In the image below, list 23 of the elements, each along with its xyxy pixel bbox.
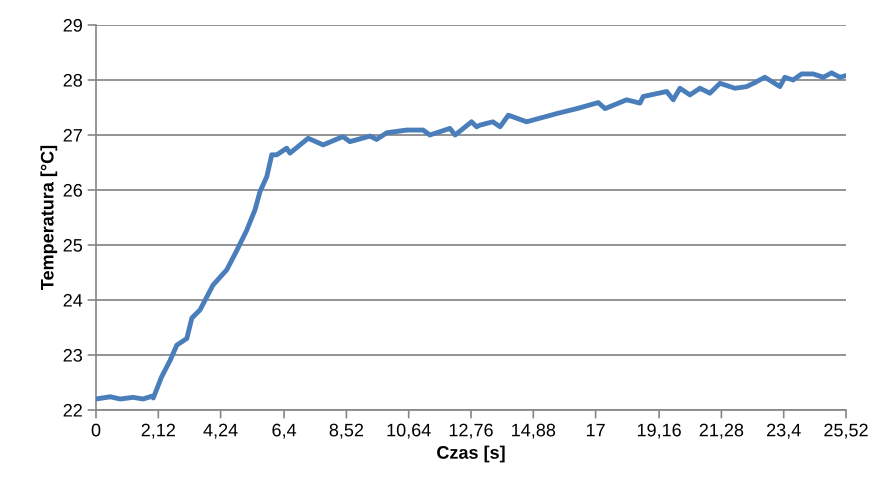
y-tick-label: 27 [64,128,82,142]
y-tick-label: 26 [64,184,82,197]
x-tick-label: 19,16 [638,424,681,439]
x-tick-label: 6,4 [272,424,296,439]
y-tick-label: 25 [64,238,82,252]
x-tick-label: 0 [92,424,100,436]
x-tick-label: 23,4 [767,424,801,439]
x-tick-label: 17 [586,424,605,436]
x-tick-label: 14,88 [512,424,556,439]
y-tick-label: 29 [64,18,82,32]
y-tick-label: 24 [64,294,82,307]
x-tick-label: 8,52 [330,424,364,439]
x-tick-label: 21,28 [700,424,744,439]
x-tick-label: 25,52 [824,424,868,439]
x-axis-title: Czas [s] [437,446,505,462]
y-tick-label: 28 [64,74,82,87]
y-tick-label: 23 [64,348,82,362]
y-axis-title: Temperatura [°C] [40,146,58,290]
x-tick-label: 2,12 [142,424,175,439]
y-tick-label: 22 [64,404,82,417]
x-tick-label: 4,24 [203,424,238,439]
x-tick-label: 12,76 [450,424,493,439]
x-tick-label: 10,64 [387,424,431,439]
